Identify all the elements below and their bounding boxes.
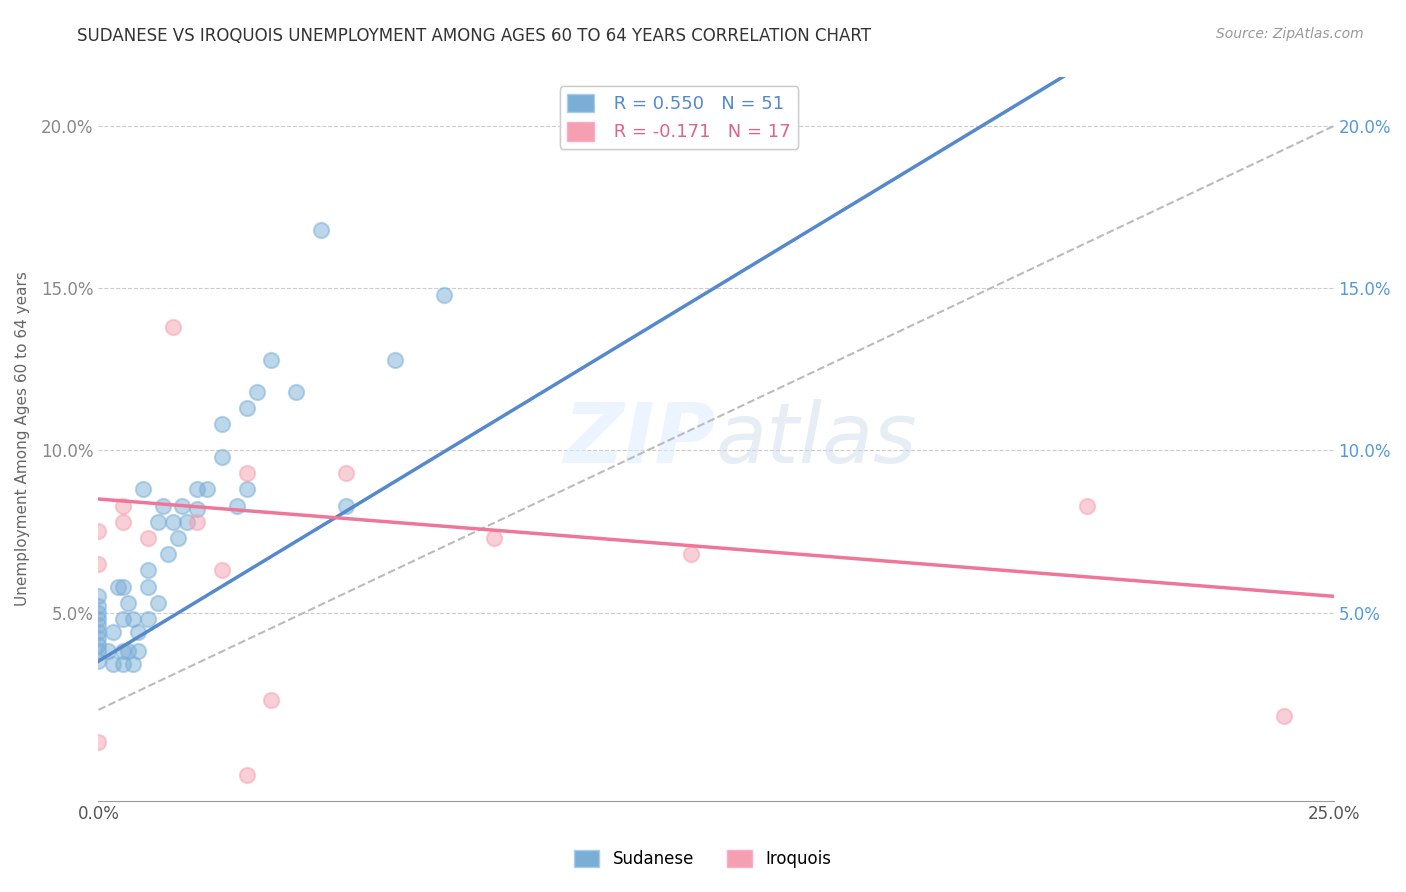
Point <box>132 483 155 497</box>
Point <box>225 499 247 513</box>
Point <box>122 657 145 672</box>
Point <box>112 657 135 672</box>
Point <box>136 612 159 626</box>
Text: ZIP: ZIP <box>564 399 716 480</box>
Point <box>107 580 129 594</box>
Point <box>156 547 179 561</box>
Point <box>112 580 135 594</box>
Point <box>122 612 145 626</box>
Point <box>146 596 169 610</box>
Point <box>87 625 110 640</box>
Point <box>146 515 169 529</box>
Point <box>127 644 149 658</box>
Point <box>335 499 357 513</box>
Point <box>87 632 110 646</box>
Point <box>285 384 308 399</box>
Point <box>87 654 110 668</box>
Point <box>112 612 135 626</box>
Point <box>103 625 125 640</box>
Point <box>136 580 159 594</box>
Point <box>166 531 188 545</box>
Point <box>384 352 406 367</box>
Legend:  R = 0.550   N = 51,  R = -0.171   N = 17: R = 0.550 N = 51, R = -0.171 N = 17 <box>560 87 799 149</box>
Text: Source: ZipAtlas.com: Source: ZipAtlas.com <box>1216 27 1364 41</box>
Point <box>97 644 120 658</box>
Point <box>260 693 283 707</box>
Point <box>136 563 159 577</box>
Point <box>87 590 110 604</box>
Point <box>235 401 257 416</box>
Point <box>136 531 159 545</box>
Point <box>1272 709 1295 723</box>
Point <box>482 531 505 545</box>
Point <box>117 644 139 658</box>
Point <box>162 320 184 334</box>
Point <box>112 499 135 513</box>
Point <box>112 515 135 529</box>
Point <box>103 657 125 672</box>
Point <box>87 638 110 652</box>
Point <box>117 596 139 610</box>
Point <box>211 450 233 464</box>
Point <box>235 483 257 497</box>
Point <box>186 501 208 516</box>
Point <box>87 606 110 620</box>
Point <box>152 499 174 513</box>
Point <box>87 612 110 626</box>
Point <box>433 287 456 301</box>
Point <box>172 499 194 513</box>
Text: SUDANESE VS IROQUOIS UNEMPLOYMENT AMONG AGES 60 TO 64 YEARS CORRELATION CHART: SUDANESE VS IROQUOIS UNEMPLOYMENT AMONG … <box>77 27 872 45</box>
Point <box>87 735 110 749</box>
Point <box>195 483 218 497</box>
Y-axis label: Unemployment Among Ages 60 to 64 years: Unemployment Among Ages 60 to 64 years <box>15 271 30 607</box>
Point <box>245 384 267 399</box>
Point <box>260 352 283 367</box>
Point <box>186 483 208 497</box>
Point <box>87 599 110 613</box>
Text: atlas: atlas <box>716 399 918 480</box>
Point <box>335 466 357 480</box>
Point <box>1076 499 1098 513</box>
Point <box>112 644 135 658</box>
Point <box>681 547 703 561</box>
Legend: Sudanese, Iroquois: Sudanese, Iroquois <box>568 843 838 875</box>
Point <box>235 466 257 480</box>
Point <box>87 524 110 539</box>
Point <box>309 223 332 237</box>
Point <box>87 557 110 571</box>
Point <box>162 515 184 529</box>
Point <box>176 515 198 529</box>
Point <box>87 618 110 632</box>
Point <box>235 767 257 781</box>
Point <box>211 417 233 432</box>
Point <box>211 563 233 577</box>
Point <box>87 644 110 658</box>
Point <box>186 515 208 529</box>
Point <box>127 625 149 640</box>
